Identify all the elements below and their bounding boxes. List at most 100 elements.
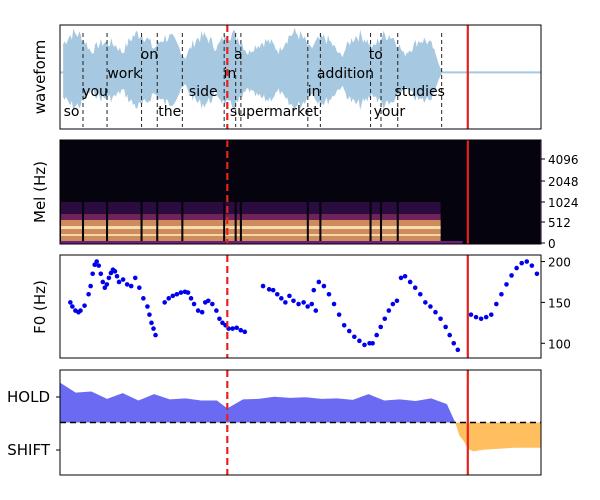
f0-point (529, 263, 535, 268)
harmonic-band (236, 234, 240, 236)
f0-point (291, 298, 296, 304)
f0-point (374, 332, 379, 338)
upper-frequency-band (142, 202, 157, 214)
upper-frequency-band (308, 202, 320, 214)
f0-point (162, 300, 167, 305)
f0-point (386, 308, 392, 313)
f0-point (382, 316, 388, 322)
f0-point (370, 340, 375, 346)
harmonic-band (108, 234, 141, 236)
f0-point (341, 323, 347, 328)
f0-point (147, 312, 152, 317)
upper-frequency-band (398, 202, 441, 214)
upper-frequency-band (225, 202, 235, 214)
harmonic-band (382, 220, 397, 242)
mid-frequency-band (142, 214, 157, 220)
harmonic-band (241, 226, 307, 229)
waveform-axes-frame (59, 24, 542, 130)
waveform-plot (60, 25, 541, 129)
f0-point (331, 301, 337, 307)
f0-point (362, 342, 367, 348)
word-label: in (308, 84, 321, 100)
mid-frequency-band (108, 214, 141, 220)
f0-point (191, 301, 197, 307)
f0-point (230, 326, 235, 331)
f0-point (238, 327, 244, 333)
f0-point (305, 304, 310, 309)
mel-ytick: 0 (548, 237, 556, 251)
harmonic-band (183, 226, 224, 229)
f0-point (443, 324, 448, 330)
harmonic-band (61, 226, 82, 229)
harmonic-band (382, 234, 397, 236)
f0-point (313, 308, 319, 313)
f0-point (468, 312, 474, 317)
f0-point (301, 300, 306, 305)
word-label: to (369, 47, 383, 63)
f0-point (519, 260, 524, 266)
f0-point (407, 279, 413, 285)
word-label: addition (317, 66, 374, 82)
mel-ylabel: Mel (Hz) (31, 161, 49, 223)
f0-point (199, 309, 205, 315)
upper-frequency-band (382, 202, 397, 214)
f0-point (195, 308, 201, 313)
f0-point (423, 300, 428, 305)
harmonic-band (371, 234, 380, 236)
harmonic-band (183, 234, 224, 236)
f0-point (70, 304, 75, 309)
harmonic-band (142, 220, 157, 242)
shift-area (455, 422, 541, 452)
f0-point (210, 301, 215, 307)
f0-point (217, 316, 222, 322)
mel-axes-frame (59, 139, 542, 245)
f0-point (287, 293, 292, 299)
hold-label: HOLD (7, 388, 50, 406)
harmonic-band (183, 220, 224, 242)
f0-point (242, 329, 248, 335)
hold-shift-plot (60, 370, 541, 475)
f0-point (270, 287, 276, 293)
f0-point (455, 347, 461, 353)
f0-point (266, 287, 272, 292)
low-frequency-floor (60, 241, 463, 244)
f0-point (524, 259, 530, 264)
harmonic-band (236, 220, 240, 242)
word-label: on (141, 47, 158, 63)
waveform-envelope (63, 27, 442, 112)
waveform-ylabel: waveform (31, 40, 49, 115)
upper-frequency-band (371, 202, 380, 214)
word-label: studies (395, 84, 445, 100)
upper-frequency-band (84, 202, 107, 214)
f0-point (417, 291, 423, 297)
word-label: the (158, 104, 181, 120)
f0-point (274, 291, 280, 297)
f0-point (321, 283, 327, 289)
f0-point (82, 303, 87, 308)
f0-point (188, 296, 194, 301)
f0-point (433, 309, 438, 315)
upper-frequency-band (241, 202, 307, 214)
harmonic-band (61, 234, 82, 236)
word-labels: soyouworkonthesideinasupermarketinadditi… (64, 47, 445, 120)
harmonic-band (84, 234, 107, 236)
f0-point (149, 320, 154, 326)
hold-shift-yticks: HOLD SHIFT (7, 388, 60, 459)
f0-point (132, 275, 138, 281)
f0-ylabel: F0 (Hz) (31, 280, 49, 334)
mid-frequency-band (236, 214, 240, 220)
word-label: you (82, 84, 108, 100)
f0-point (120, 277, 126, 282)
f0-point (106, 275, 112, 281)
word-label: your (374, 104, 406, 120)
f0-point (100, 279, 106, 285)
f0-point (483, 314, 489, 320)
f0-point (78, 308, 83, 313)
f0-point (153, 332, 158, 338)
f0-point (96, 263, 102, 268)
harmonic-band (108, 226, 141, 229)
mel-ytick: 1024 (548, 196, 579, 210)
word-label: supermarket (230, 104, 319, 120)
upper-frequency-band (61, 202, 82, 214)
